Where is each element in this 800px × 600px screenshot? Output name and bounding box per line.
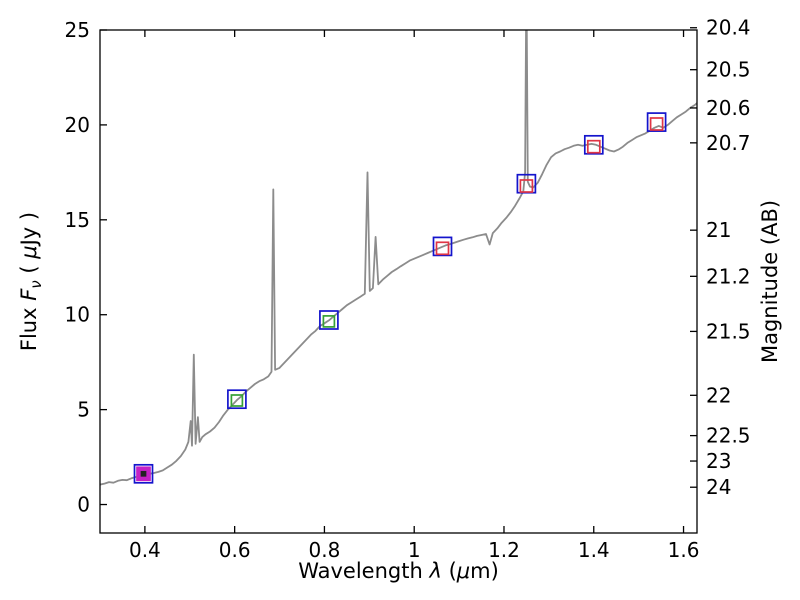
svg-text:1.6: 1.6 bbox=[668, 538, 700, 562]
svg-text:23: 23 bbox=[706, 449, 731, 473]
photometry-marker bbox=[322, 315, 336, 328]
spectrum-line bbox=[100, 30, 697, 486]
x-axis-label: Wavelength λ (μm) bbox=[298, 559, 499, 583]
svg-text:10: 10 bbox=[65, 303, 90, 327]
photometry-marker bbox=[140, 470, 147, 477]
svg-text:0: 0 bbox=[77, 493, 90, 517]
svg-text:21.5: 21.5 bbox=[706, 319, 751, 343]
svg-text:1: 1 bbox=[408, 538, 421, 562]
axes-frame bbox=[99, 29, 698, 534]
svg-text:1.2: 1.2 bbox=[488, 538, 520, 562]
svg-text:22: 22 bbox=[706, 383, 731, 407]
photometry-marker bbox=[319, 310, 339, 330]
svg-text:20: 20 bbox=[65, 113, 90, 137]
svg-text:22.5: 22.5 bbox=[706, 424, 751, 448]
photometry-marker bbox=[646, 112, 667, 132]
photometry-marker bbox=[133, 463, 154, 484]
svg-text:21.2: 21.2 bbox=[706, 264, 751, 288]
photometry-marker bbox=[230, 394, 244, 407]
photometry-marker bbox=[519, 179, 534, 193]
photometry-marker bbox=[432, 236, 453, 257]
photometry-marker bbox=[227, 389, 247, 410]
photometry-markers bbox=[133, 112, 667, 484]
svg-text:20.6: 20.6 bbox=[706, 96, 751, 120]
photometry-marker bbox=[649, 117, 664, 131]
svg-text:15: 15 bbox=[65, 208, 90, 232]
svg-text:0.8: 0.8 bbox=[309, 538, 341, 562]
svg-text:20.4: 20.4 bbox=[706, 16, 751, 40]
svg-text:0.6: 0.6 bbox=[219, 538, 251, 562]
svg-text:20.7: 20.7 bbox=[706, 131, 751, 155]
y-axis-left-label: Flux Fν ( μJy ) bbox=[17, 212, 45, 351]
svg-text:5: 5 bbox=[77, 398, 90, 422]
svg-text:21: 21 bbox=[706, 218, 731, 242]
svg-text:24: 24 bbox=[706, 475, 731, 499]
y-axis-left: 0 5 10 15 20 25 bbox=[65, 18, 107, 517]
photometry-marker bbox=[435, 241, 450, 256]
x-axis: 0.4 0.6 0.8 1 1.2 1.4 1.6 bbox=[129, 30, 699, 562]
photometry-marker bbox=[583, 134, 604, 155]
svg-text:1.4: 1.4 bbox=[578, 538, 610, 562]
photometry-marker bbox=[586, 139, 601, 154]
svg-text:25: 25 bbox=[65, 18, 90, 42]
y-axis-right-label: Magnitude (AB) bbox=[758, 200, 782, 363]
svg-text:0.4: 0.4 bbox=[129, 538, 161, 562]
svg-text:20.5: 20.5 bbox=[706, 58, 751, 82]
